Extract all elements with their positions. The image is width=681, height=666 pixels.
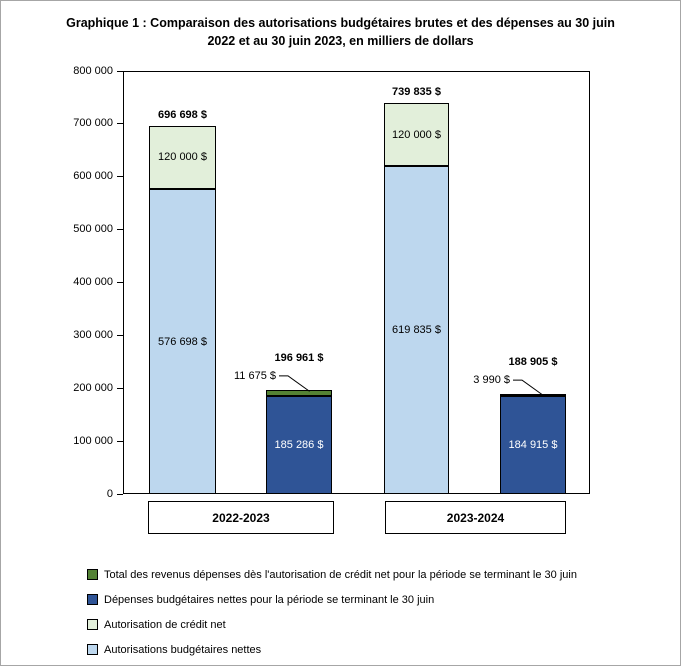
x-axis-category-box-2: 2023-2024 (385, 501, 566, 534)
legend-item: Autorisation de crédit net (87, 612, 577, 637)
x-axis-category-box-1: 2022-2023 (148, 501, 334, 534)
bar-total-label: 696 698 $ (158, 108, 207, 121)
bar-segment (266, 389, 332, 397)
legend-item: Total des revenus dépenses dès l'autoris… (87, 562, 577, 587)
bar-segment (266, 396, 332, 494)
bar-total-label: 739 835 $ (392, 85, 441, 98)
legend-label: Autorisations budgétaires nettes (104, 643, 262, 656)
legend-item: Dépenses budgétaires nettes pour la péri… (87, 587, 577, 612)
callout-data-label: 11 675 $ (233, 369, 276, 382)
legend-label: Total des revenus dépenses dès l'autoris… (104, 568, 577, 581)
y-axis-tick-label: 100 000 (73, 434, 113, 447)
legend-label: Dépenses budgétaires nettes pour la péri… (104, 593, 435, 606)
y-axis-tick-label: 600 000 (73, 170, 113, 183)
y-axis-tick-mark (117, 282, 123, 283)
legend-swatch-autorisation-credit-net (87, 619, 98, 630)
bar-total-label: 188 905 $ (508, 356, 558, 369)
bar-segment (500, 394, 566, 397)
chart-legend: Total des revenus dépenses dès l'autoris… (87, 562, 577, 662)
bar-total-label: 196 961 $ (274, 351, 324, 364)
bar-segment (384, 102, 449, 167)
y-axis-tick-mark (117, 334, 123, 336)
y-axis-tick-mark (117, 229, 123, 231)
segment-data-label: 120 000 $ (392, 128, 441, 141)
y-axis-tick-label: 300 000 (73, 328, 113, 341)
legend-swatch-autorisations-nettes (87, 644, 98, 655)
category-label: 2023-2024 (446, 510, 505, 525)
legend-swatch-revenus-credit-net (87, 569, 98, 580)
bar-segment (384, 166, 449, 494)
segment-data-label: 619 835 $ (392, 324, 441, 337)
y-axis-tick-mark (117, 176, 123, 178)
y-axis-tick-mark (117, 387, 123, 389)
y-axis-tick-mark (117, 123, 123, 125)
y-axis-tick-mark (117, 70, 123, 72)
segment-data-label: 185 286 $ (274, 439, 324, 451)
callout-data-label: 3 990 $ (473, 374, 510, 387)
legend-swatch-depenses-nettes (87, 594, 98, 605)
y-axis-tick-label: 500 000 (73, 223, 113, 236)
y-axis-tick-label: 200 000 (73, 381, 113, 394)
category-label: 2022-2023 (212, 510, 270, 525)
chart-title-line2: 2022 et au 30 juin 2023, en milliers de … (207, 34, 474, 49)
y-axis-tick-label: 400 000 (73, 276, 113, 288)
segment-data-label: 576 698 $ (158, 335, 207, 348)
legend-label: Autorisation de crédit net (104, 618, 226, 631)
segment-data-label: 120 000 $ (158, 151, 207, 164)
chart-title: Graphique 1 : Comparaison des autorisati… (1, 14, 680, 50)
bar-segment (149, 189, 216, 494)
y-axis-tick-mark (117, 493, 123, 495)
segment-data-label: 184 915 $ (508, 439, 558, 452)
y-axis-tick-label: 800 000 (73, 64, 113, 77)
bar-segment (149, 125, 216, 189)
y-axis-tick-mark (117, 440, 123, 442)
y-axis-tick-label: 0 (106, 487, 113, 500)
y-axis-tick-label: 700 000 (73, 117, 113, 130)
legend-item: Autorisations budgétaires nettes (87, 637, 577, 662)
bar-segment (500, 396, 566, 494)
chart-title-line1: Graphique 1 : Comparaison des autorisati… (66, 16, 615, 30)
